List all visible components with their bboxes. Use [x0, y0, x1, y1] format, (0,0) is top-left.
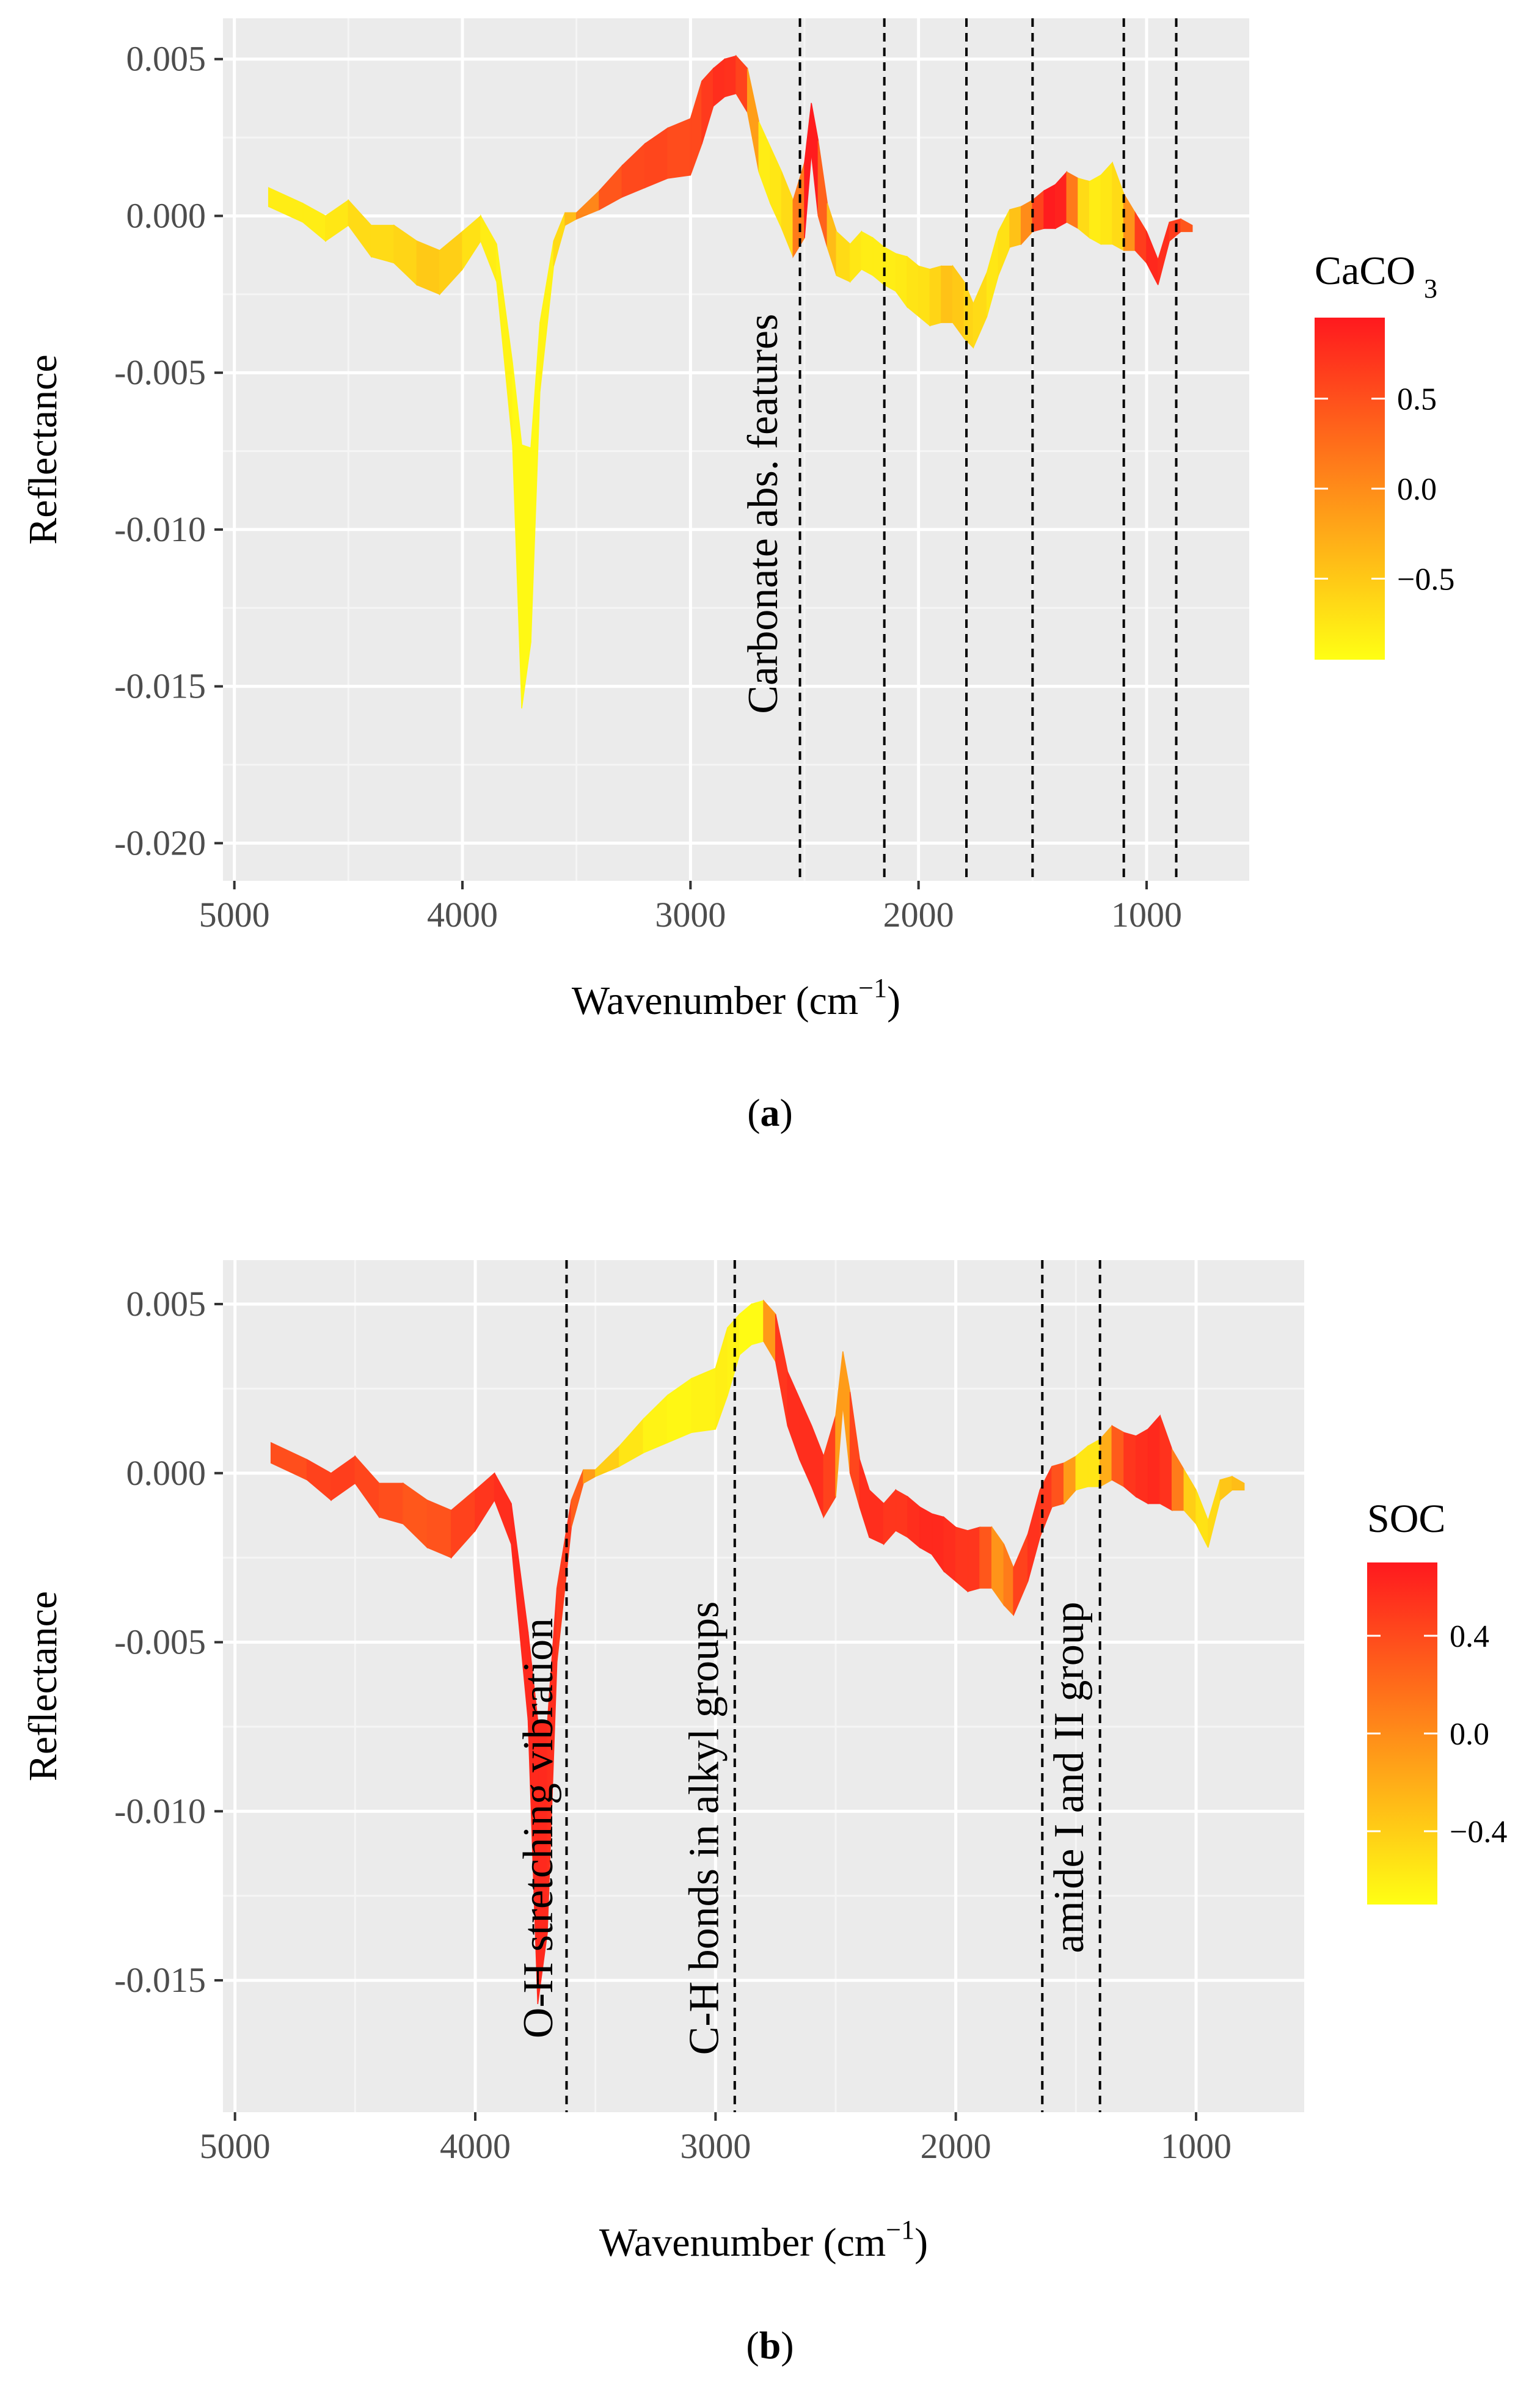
- x-axis-title-text: Wavenumber (cm: [572, 979, 858, 1023]
- spectrum-segment: [370, 225, 395, 264]
- spectrum-segment: [895, 1489, 908, 1539]
- legend-tick-label: 0.4: [1450, 1619, 1489, 1654]
- spectrum-segment: [1009, 206, 1022, 248]
- spectrum-segment: [1180, 218, 1193, 232]
- legend-title: SOC: [1367, 1496, 1445, 1541]
- spectrum-ribbon: [270, 1299, 1245, 2005]
- spectrum-segment: [955, 1526, 969, 1593]
- spectrum-segment: [919, 1506, 933, 1555]
- spectrum-segment: [1100, 161, 1113, 245]
- spectrum-segment: [929, 265, 942, 327]
- spectrum-segment: [1123, 1432, 1137, 1498]
- y-tick-label: 0.000: [126, 1453, 206, 1493]
- x-tick-label: 4000: [427, 895, 498, 935]
- y-tick-label: -0.005: [114, 1622, 206, 1662]
- y-tick-label: 0.005: [126, 39, 206, 79]
- x-tick-label: 5000: [199, 895, 270, 935]
- spectrum-segment: [1232, 1476, 1245, 1491]
- x-axis-title-end: ): [914, 2220, 928, 2265]
- feature-lines: [798, 18, 1178, 881]
- x-axis-title-superscript: −1: [886, 2215, 914, 2245]
- x-tick-label: 3000: [655, 895, 726, 935]
- y-tick-label: -0.005: [114, 352, 206, 392]
- x-axis-title-text: Wavenumber (cm: [599, 2220, 886, 2265]
- x-axis-title-end: ): [887, 979, 900, 1023]
- annotation-label: Carbonate abs. features: [740, 314, 787, 714]
- spectrum-segment: [943, 1516, 957, 1583]
- spectrum-segment: [724, 55, 737, 98]
- x-axis-title: Wavenumber (cm−1): [572, 973, 900, 1023]
- caption-a-letter: a: [760, 1091, 780, 1134]
- spectrum-segment: [1147, 1414, 1161, 1504]
- x-tick-label: 5000: [200, 2126, 271, 2166]
- spectrum-segment: [941, 265, 954, 323]
- spectrum-segment: [1111, 1425, 1125, 1488]
- axes: 5000 4000 3000 2000 1000 0.005 0.000 -0.005 -0.0…: [114, 1284, 1232, 2166]
- panel-a: Carbonate abs. features 5000 4000 3000 2000 1…: [0, 0, 1540, 1202]
- color-legend: CaCO 3 0.5 0.0 −0.5: [1315, 249, 1454, 660]
- x-axis-title: Wavenumber (cm−1): [599, 2215, 928, 2265]
- legend-title-text: SOC: [1367, 1496, 1445, 1541]
- spectrum-segment: [967, 1526, 980, 1592]
- spectrum-segment: [918, 265, 931, 327]
- legend-title-text: CaCO: [1315, 249, 1415, 293]
- axes: 5000 4000 3000 2000 1000 0.005 0.000 -0.005 -0.0…: [114, 39, 1182, 935]
- panel-b: O-H stretching vibration C-H bonds in alk…: [0, 1202, 1540, 2406]
- spectrum-segment: [1043, 183, 1056, 229]
- legend-tick-label: 0.0: [1450, 1717, 1489, 1752]
- spectrum-segment: [1087, 1438, 1101, 1487]
- legend-tick-label: −0.5: [1397, 562, 1454, 597]
- annotation-label: O-H stretching vibration: [515, 1618, 562, 2038]
- spectrum-segment: [861, 230, 874, 277]
- y-tick-label: -0.010: [114, 1791, 206, 1831]
- y-axis-title: Reflectance: [21, 354, 65, 544]
- plot-background: [223, 1260, 1304, 2112]
- spectrum-segment: [883, 246, 897, 292]
- x-tick-label: 2000: [921, 2126, 991, 2166]
- spectrum-segment: [1089, 174, 1102, 245]
- legend-tick-label: 0.0: [1397, 472, 1437, 507]
- caption-b-letter: b: [759, 2324, 781, 2367]
- spectrum-ribbon: [268, 54, 1193, 709]
- spectrum-segment: [1066, 171, 1079, 230]
- annotation-label: C-H bonds in alkyl groups: [681, 1602, 728, 2055]
- y-tick-label: -0.010: [114, 509, 206, 549]
- legend-tick-label: 0.5: [1397, 382, 1437, 417]
- spectrum-segment: [907, 255, 919, 318]
- spectrum-segment: [667, 118, 692, 179]
- legend-title-subscript: 3: [1424, 274, 1437, 304]
- spectrum-segment: [1135, 1428, 1149, 1504]
- spectrum-segment: [1051, 1462, 1065, 1508]
- spectrum-segment: [426, 1499, 452, 1559]
- y-tick-label: 0.005: [126, 1284, 206, 1324]
- annotation-label: amide I and II group: [1046, 1602, 1093, 1953]
- color-legend: SOC 0.4 0.0 −0.4: [1367, 1496, 1507, 1905]
- spectrum-segment: [979, 1526, 993, 1589]
- caption-b: (b): [746, 2324, 794, 2367]
- legend-title: CaCO 3: [1315, 249, 1437, 304]
- x-tick-label: 2000: [883, 895, 954, 935]
- y-tick-label: -0.020: [114, 823, 206, 862]
- x-tick-label: 3000: [680, 2126, 751, 2166]
- chart-panel-a: Carbonate abs. features 5000 4000 3000 2000 1…: [21, 18, 1454, 1023]
- caption-a: (a): [747, 1091, 793, 1134]
- spectrum-segment: [416, 240, 440, 295]
- y-tick-label: -0.015: [114, 1960, 206, 2000]
- x-tick-label: 4000: [440, 2126, 511, 2166]
- x-tick-label: 1000: [1161, 2126, 1232, 2166]
- y-axis-title: Reflectance: [21, 1591, 65, 1781]
- chart-panel-b: O-H stretching vibration C-H bonds in alk…: [21, 1260, 1507, 2265]
- feature-lines: [565, 1260, 1101, 2112]
- plot-background: [223, 18, 1249, 881]
- spectrum-segment: [751, 1300, 764, 1346]
- spectrum-segment: [1078, 177, 1090, 239]
- spectrum-segment: [691, 1367, 717, 1434]
- y-tick-label: 0.000: [126, 195, 206, 235]
- legend-tick-label: −0.4: [1450, 1815, 1507, 1850]
- spectrum-segment: [378, 1482, 404, 1525]
- x-tick-label: 1000: [1111, 895, 1182, 935]
- y-tick-label: -0.015: [114, 666, 206, 706]
- x-axis-title-superscript: −1: [858, 973, 887, 1003]
